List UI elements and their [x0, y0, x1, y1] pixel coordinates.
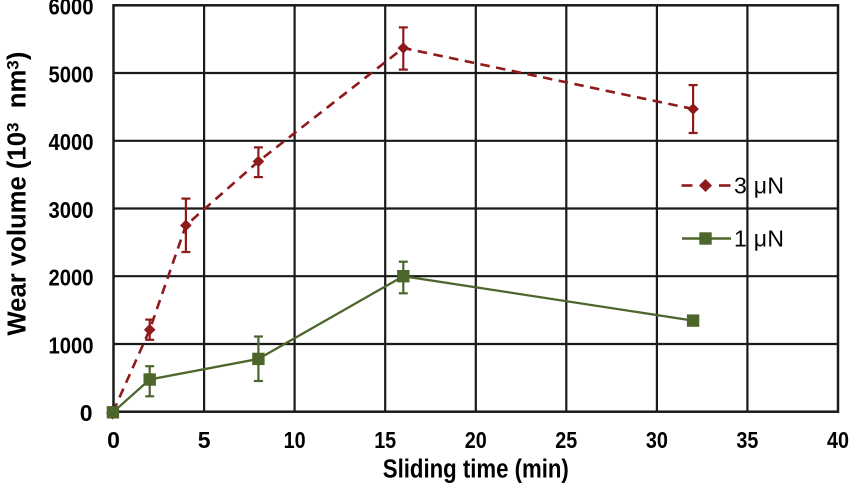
svg-text:10: 10 [284, 427, 306, 453]
svg-text:4000: 4000 [49, 129, 94, 155]
svg-text:5: 5 [198, 427, 211, 453]
svg-text:40: 40 [827, 427, 849, 453]
svg-text:1 μN: 1 μN [734, 226, 784, 252]
svg-text:0: 0 [80, 400, 93, 426]
svg-text:6000: 6000 [49, 0, 94, 20]
svg-text:3 μN: 3 μN [734, 173, 784, 199]
svg-text:1000: 1000 [49, 332, 94, 358]
svg-text:2000: 2000 [49, 265, 94, 291]
svg-text:20: 20 [465, 427, 487, 453]
svg-text:Wear volume (103 nm3): Wear volume (103 nm3) [3, 52, 31, 336]
svg-text:15: 15 [374, 427, 396, 453]
svg-text:0: 0 [107, 427, 120, 453]
svg-text:35: 35 [736, 427, 758, 453]
svg-text:25: 25 [555, 427, 577, 453]
svg-text:30: 30 [646, 427, 668, 453]
svg-text:Sliding time (min): Sliding time (min) [383, 456, 569, 483]
svg-text:5000: 5000 [49, 61, 94, 87]
svg-text:3000: 3000 [49, 197, 94, 223]
